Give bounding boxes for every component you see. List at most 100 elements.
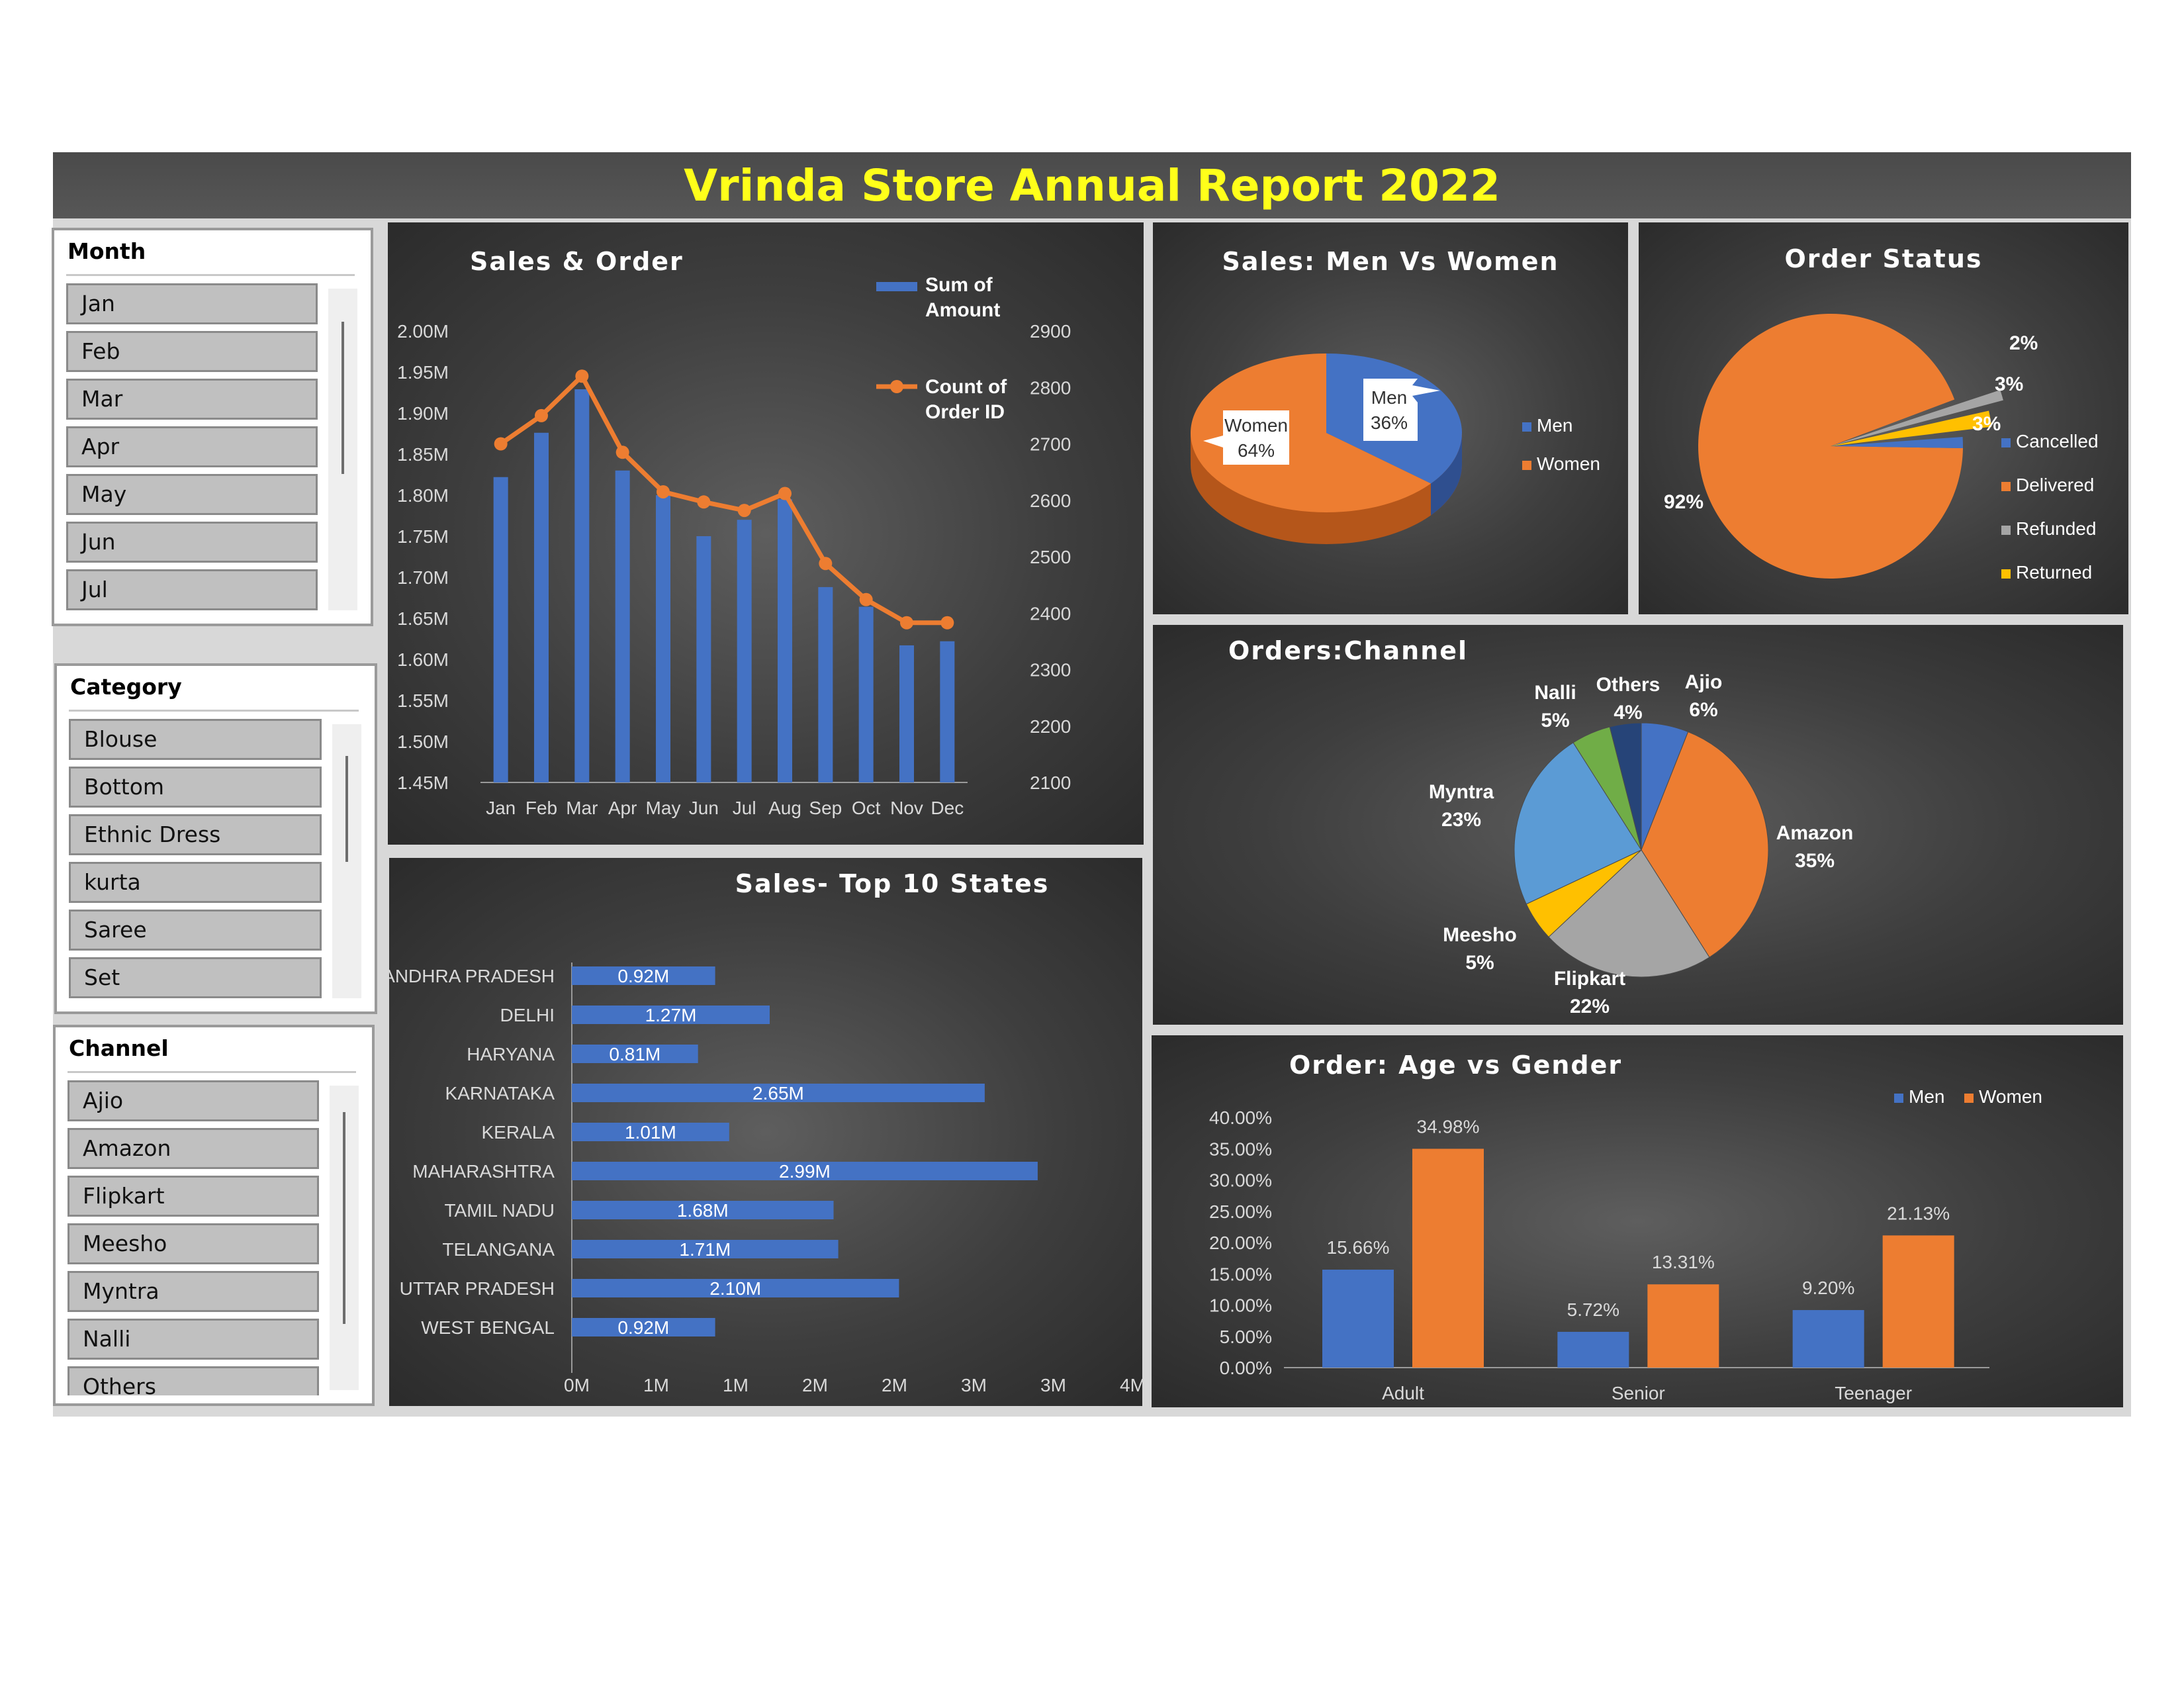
x-tick-label: 0M xyxy=(564,1375,590,1395)
slicer-item-may[interactable]: May xyxy=(66,474,318,515)
channel-slicer-title: Channel xyxy=(69,1035,169,1061)
y-left-tick-label: 1.45M xyxy=(397,773,449,793)
y-left-tick-label: 1.70M xyxy=(397,567,449,588)
slicer-item-kurta[interactable]: kurta xyxy=(69,862,322,903)
slicer-item-mar[interactable]: Mar xyxy=(66,379,318,420)
y-tick-label: 20.00% xyxy=(1209,1233,1272,1253)
slicer-item-jul[interactable]: Jul xyxy=(66,569,318,610)
x-tick-label: Feb xyxy=(525,798,557,818)
legend-label-men: Men xyxy=(1537,415,1572,436)
slicer-item-jan[interactable]: Jan xyxy=(66,283,318,324)
chart-title: Order: Age vs Gender xyxy=(1289,1051,1622,1080)
slicer-item-blouse[interactable]: Blouse xyxy=(69,719,322,760)
top-states-chart: Sales- Top 10 States ANDHRA PRADESH 0.92M D… xyxy=(389,869,1142,1395)
data-label-state: 2.99M xyxy=(779,1161,831,1182)
pie-slice-cancelled xyxy=(1831,437,1963,448)
slicer-item-amazon[interactable]: Amazon xyxy=(68,1128,319,1169)
slicer-item-meesho[interactable]: Meesho xyxy=(68,1223,319,1264)
x-tick-label: 3M xyxy=(1040,1375,1066,1395)
order-status-panel: Order Status 2% 3% 3% 92% Cancelled Delivered R… xyxy=(1639,222,2128,614)
scrollbar-thumb[interactable] xyxy=(345,756,348,862)
month-slicer-scrollbar[interactable] xyxy=(328,289,357,610)
x-tick-label: Adult xyxy=(1382,1383,1424,1403)
sales-order-chart: Sales & Order 2.00M 1.95M 1.90M 1.85M 1.80M 1.… xyxy=(397,247,1071,818)
data-label-others: Others xyxy=(1596,674,1661,696)
bar-state-maharashtra xyxy=(572,1162,1038,1180)
slicer-item-jun[interactable]: Jun xyxy=(66,522,318,563)
report-title: Vrinda Store Annual Report 2022 xyxy=(684,160,1500,211)
slicer-item-feb[interactable]: Feb xyxy=(66,331,318,372)
chart-title: Order Status xyxy=(1785,244,1983,273)
data-label-myntra: Myntra xyxy=(1429,781,1494,803)
data-label-delivered: 92% xyxy=(1664,491,1704,513)
legend-label-men: Men xyxy=(1909,1086,1944,1107)
bar-amount-jan xyxy=(493,477,508,782)
category-slicer-scrollbar[interactable] xyxy=(332,724,361,998)
bar-amount-dec xyxy=(940,641,955,782)
legend-marker-orders xyxy=(890,380,903,393)
slicer-divider xyxy=(69,710,359,712)
slicer-item-apr[interactable]: Apr xyxy=(66,426,318,467)
y-tick-label: DELHI xyxy=(500,1005,555,1025)
y-tick-label: 15.00% xyxy=(1209,1264,1272,1284)
bar-state-uttar-pradesh xyxy=(572,1279,899,1297)
data-label-women: Women xyxy=(1224,415,1288,436)
slicer-item-ethnic-dress[interactable]: Ethnic Dress xyxy=(69,814,322,855)
x-tick-label: Jun xyxy=(689,798,719,818)
order-point-sep xyxy=(819,557,833,571)
order-status-chart: Order Status 2% 3% 3% 92% Cancelled Delivered R… xyxy=(1664,244,2099,583)
channel-slicer-scrollbar[interactable] xyxy=(330,1086,359,1390)
bar-women-adult xyxy=(1412,1149,1484,1368)
order-point-oct xyxy=(859,592,873,606)
y-tick-label: 0.00% xyxy=(1220,1358,1272,1378)
x-tick-label: Apr xyxy=(608,798,637,818)
men-women-chart: Sales: Men Vs Women Men 36% Women 64% Men Wome… xyxy=(1191,247,1600,544)
y-left-tick-label: 1.60M xyxy=(397,649,449,670)
month-slicer-title: Month xyxy=(68,238,146,264)
data-label-state: 1.68M xyxy=(677,1200,729,1221)
chart-title: Orders:Channel xyxy=(1228,636,1468,665)
y-right-tick-label: 2900 xyxy=(1030,321,1071,342)
data-label-flipkart: 22% xyxy=(1570,996,1610,1017)
data-label-state: 2.10M xyxy=(709,1278,761,1299)
pie-slice-amazon xyxy=(1641,731,1769,958)
slicer-item-others[interactable]: Others xyxy=(68,1366,319,1395)
y-right-tick-label: 2400 xyxy=(1030,603,1071,624)
y-left-tick-label: 1.95M xyxy=(397,362,449,383)
category-slicer-title: Category xyxy=(70,674,182,700)
bar-state-delhi xyxy=(572,1006,770,1024)
y-right-tick-label: 2300 xyxy=(1030,660,1071,680)
y-tick-label: 40.00% xyxy=(1209,1107,1272,1128)
y-left-tick-label: 1.75M xyxy=(397,526,449,547)
slicer-item-ajio[interactable]: Ajio xyxy=(68,1080,319,1121)
legend-label-orders: Order ID xyxy=(925,401,1005,423)
slicer-item-set[interactable]: Set xyxy=(69,957,322,998)
pie-side-men xyxy=(1430,433,1462,516)
legend-label-amount: Sum of xyxy=(925,274,993,296)
scrollbar-thumb[interactable] xyxy=(341,322,344,474)
bar-amount-jun xyxy=(696,536,711,782)
y-tick-label: HARYANA xyxy=(467,1044,555,1064)
legend-label-orders: Count of xyxy=(925,376,1007,398)
channel-panel: Orders:Channel Ajio 6% Amazon 35% Flipkart 22%… xyxy=(1153,625,2123,1025)
slicer-item-flipkart[interactable]: Flipkart xyxy=(68,1176,319,1217)
scrollbar-thumb[interactable] xyxy=(343,1112,345,1324)
y-tick-label: 30.00% xyxy=(1209,1170,1272,1191)
order-point-mar xyxy=(575,369,589,383)
bar-women-senior xyxy=(1647,1284,1719,1368)
x-tick-label: 2M xyxy=(882,1375,907,1395)
x-tick-label: Senior xyxy=(1612,1383,1665,1403)
bar-women-teenager xyxy=(1882,1235,1954,1368)
slicer-item-saree[interactable]: Saree xyxy=(69,910,322,951)
bar-amount-may xyxy=(656,495,670,782)
bar-state-andhra-pradesh xyxy=(572,966,715,985)
data-label-women: 64% xyxy=(1238,440,1275,461)
slicer-item-myntra[interactable]: Myntra xyxy=(68,1271,319,1312)
bar-state-tamil-nadu xyxy=(572,1201,834,1219)
slicer-item-bottom[interactable]: Bottom xyxy=(69,767,322,808)
pie-slice-returned xyxy=(1831,410,1992,446)
slicer-item-nalli[interactable]: Nalli xyxy=(68,1319,319,1360)
legend-label-women: Women xyxy=(1979,1086,2042,1107)
month-slicer: Month Jan Feb Mar Apr May Jun Jul xyxy=(52,228,373,626)
x-tick-label: Aug xyxy=(768,798,801,818)
